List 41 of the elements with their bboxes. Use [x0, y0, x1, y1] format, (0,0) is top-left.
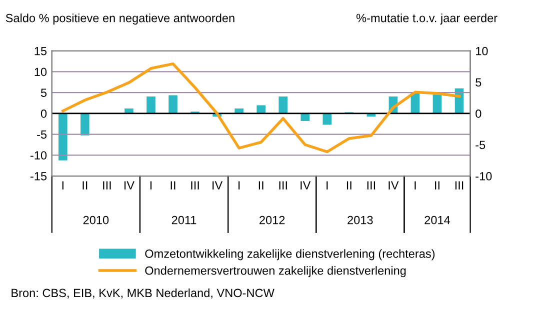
y-tick-label: -5	[37, 130, 47, 139]
y-tick-label: 5	[40, 88, 47, 97]
text: 2012	[260, 216, 285, 224]
text: 2014	[424, 216, 450, 224]
y-tick-label: 10	[34, 68, 47, 76]
y-tick-label: -10	[30, 151, 47, 160]
text: 2010	[83, 216, 109, 224]
x-tick-label: III	[191, 181, 199, 190]
x-tick-label: I	[414, 181, 416, 190]
legend-label: Omzetontwikkeling zakelijke dienstverlening (rechteras)	[145, 249, 435, 260]
text: 2013	[348, 216, 373, 224]
x-tick-label: II	[346, 181, 352, 190]
text: Bron: CBS, EIB, KvK, MKB Nederland, VNO-NCW	[12, 288, 274, 299]
y2-tick-label: -10	[476, 172, 492, 180]
x-tick-label: IV	[300, 181, 311, 190]
x-tick-label: II	[170, 181, 176, 190]
x-tick-label: II	[435, 181, 440, 190]
y-tick-label: 0	[40, 109, 47, 118]
x-tick-label: II	[258, 181, 264, 190]
y2-axis-title: %-mutatie t.o.v. jaar eerder	[356, 14, 498, 25]
y-axis-title: Saldo % positieve en negatieve antwoorden	[6, 14, 234, 25]
x-tick-label: IV	[124, 181, 134, 190]
x-tick-label: III	[367, 181, 376, 190]
x-tick-label: I	[326, 181, 328, 190]
y2-tick-label: 0	[476, 109, 482, 118]
x-tick-label: IV	[212, 181, 223, 190]
x-tick-label: II	[82, 181, 88, 190]
text: 2011	[172, 216, 196, 224]
x-tick-label: III	[279, 181, 287, 190]
x-tick-label: III	[455, 181, 464, 190]
x-tick-label: I	[62, 181, 64, 190]
y-tick-label: -15	[30, 172, 47, 180]
y2-tick-label: -5	[476, 140, 486, 150]
x-tick-label: IV	[388, 181, 399, 190]
x-tick-label: III	[103, 181, 111, 190]
y-tick-label: 15	[34, 47, 47, 56]
y2-tick-label: 10	[476, 46, 488, 56]
y2-tick-label: 5	[476, 78, 482, 87]
x-tick-label: I	[150, 181, 152, 190]
legend-label: Ondernemersvertrouwen zakelijke dienstverlening	[145, 266, 406, 278]
x-tick-label: I	[238, 181, 240, 190]
